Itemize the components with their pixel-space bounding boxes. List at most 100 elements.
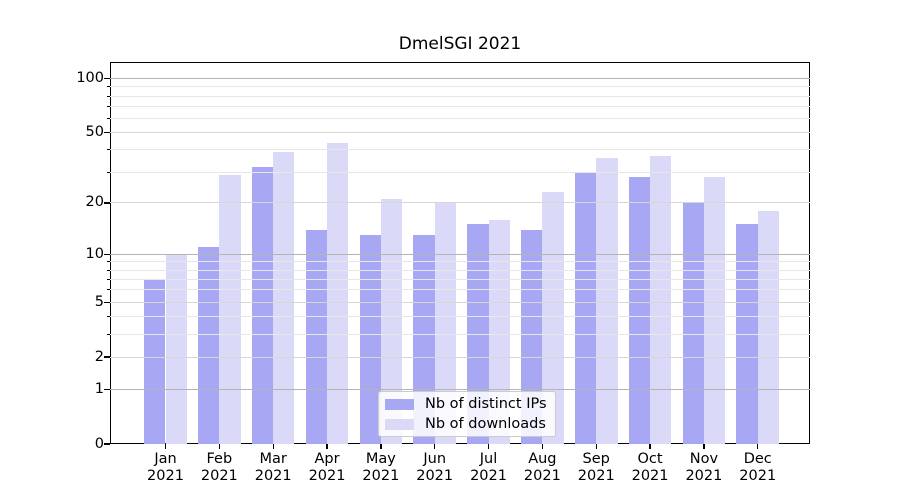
- bar-downloads-aug: [542, 192, 564, 444]
- x-tick-mark: [380, 444, 382, 449]
- gridline-major: [110, 253, 810, 255]
- y-tick-mark-minor: [106, 86, 110, 88]
- legend-label-downloads: Nb of downloads: [425, 416, 546, 432]
- bar-distinct-ips-sep: [574, 172, 597, 444]
- y-tick-mark-minor: [106, 289, 110, 291]
- y-tick-label: 20: [85, 194, 104, 211]
- y-tick-label: 5: [94, 293, 104, 310]
- x-tick-mark: [649, 444, 651, 449]
- y-tick-mark-minor: [106, 333, 110, 335]
- gridline-mid: [110, 301, 810, 303]
- y-tick-mark-minor: [106, 118, 110, 120]
- y-tick-label: 10: [85, 245, 104, 262]
- y-tick-mark: [104, 443, 110, 445]
- bar-downloads-oct: [650, 156, 672, 444]
- x-tick-mark: [541, 444, 544, 449]
- bar-distinct-ips-nov: [682, 202, 704, 444]
- bar-distinct-ips-jan: [144, 279, 166, 444]
- x-tick-label: Sep 2021: [577, 451, 615, 484]
- x-tick-label: Nov 2021: [685, 451, 723, 484]
- gridline-minor: [110, 95, 810, 97]
- gridline-minor: [110, 171, 810, 173]
- x-tick-mark: [434, 444, 436, 449]
- bar-downloads-jul: [488, 219, 510, 444]
- y-tick-mark: [104, 78, 110, 80]
- x-tick-label: Apr 2021: [308, 451, 346, 484]
- x-tick-mark: [703, 444, 705, 449]
- bar-downloads-sep: [596, 158, 618, 444]
- bar-downloads-apr: [327, 142, 349, 444]
- y-tick-label: 2: [94, 348, 104, 365]
- legend-swatch-distinct-ips: [385, 398, 414, 410]
- y-tick-mark-minor: [106, 106, 110, 107]
- legend-label-distinct-ips: Nb of distinct IPs: [425, 396, 547, 412]
- gridline-minor: [110, 118, 810, 120]
- gridline-minor: [110, 316, 810, 318]
- gridline-major: [110, 388, 810, 390]
- y-tick-mark-minor: [106, 269, 110, 271]
- bar-downloads-may: [380, 199, 403, 444]
- chart-title: DmelSGI 2021: [398, 34, 522, 54]
- gridline-mid: [110, 356, 810, 358]
- x-tick-label: Jan 2021: [147, 451, 184, 484]
- bar-distinct-ips-may: [359, 235, 381, 444]
- gridline-mid: [110, 132, 810, 134]
- x-tick-label: Jun 2021: [416, 451, 454, 484]
- bar-downloads-jun: [434, 202, 456, 444]
- gridline-minor: [110, 86, 810, 88]
- x-tick-label: Dec 2021: [739, 451, 777, 484]
- y-tick-label: 100: [76, 70, 104, 87]
- gridline-minor: [110, 106, 810, 107]
- gridline-minor: [110, 269, 810, 271]
- y-tick-mark-minor: [106, 278, 110, 280]
- x-tick-label: Oct 2021: [631, 451, 669, 484]
- gridline-mid: [110, 202, 810, 204]
- bar-downloads-mar: [273, 151, 295, 444]
- gridline-minor: [110, 278, 810, 280]
- x-tick-label: May 2021: [362, 451, 400, 484]
- y-tick-mark-minor: [106, 261, 110, 263]
- x-tick-mark: [757, 444, 759, 449]
- x-tick-mark: [326, 444, 328, 449]
- legend-swatch-downloads: [385, 418, 414, 430]
- bar-downloads-feb: [219, 174, 241, 444]
- x-tick-mark: [218, 444, 221, 449]
- x-tick-mark: [595, 444, 597, 449]
- x-tick-label: Aug 2021: [523, 451, 561, 484]
- x-tick-mark: [487, 444, 490, 449]
- y-tick-mark: [104, 132, 110, 134]
- y-tick-mark: [104, 388, 110, 390]
- gridline-minor: [110, 333, 810, 335]
- bar-downloads-nov: [703, 177, 726, 444]
- legend: Nb of distinct IPs Nb of downloads: [378, 391, 556, 437]
- y-tick-mark: [104, 301, 110, 303]
- x-tick-label: Mar 2021: [254, 451, 292, 484]
- y-tick-mark-minor: [106, 316, 110, 318]
- y-tick-label: 50: [85, 124, 104, 141]
- gridline-minor: [110, 261, 810, 263]
- bar-distinct-ips-feb: [198, 247, 220, 444]
- x-tick-mark: [164, 444, 167, 449]
- y-tick-label: 0: [94, 435, 104, 452]
- y-tick-mark: [104, 356, 110, 358]
- y-tick-mark: [104, 202, 110, 204]
- y-tick-mark-minor: [106, 95, 110, 97]
- x-tick-label: Jul 2021: [470, 451, 507, 484]
- y-tick-mark-minor: [106, 171, 110, 173]
- x-tick-mark: [272, 444, 274, 449]
- plot-area: [110, 62, 810, 444]
- gridline-minor: [110, 149, 810, 151]
- bar-distinct-ips-mar: [251, 167, 274, 444]
- bar-downloads-dec: [757, 210, 780, 444]
- bar-downloads-jan: [165, 254, 187, 444]
- y-tick-mark: [104, 253, 110, 255]
- legend-item-downloads: Nb of downloads: [385, 416, 549, 432]
- bar-distinct-ips-aug: [521, 229, 543, 444]
- legend-item-distinct-ips: Nb of distinct IPs: [385, 396, 549, 412]
- bar-distinct-ips-apr: [305, 229, 328, 444]
- y-tick-mark-minor: [106, 149, 110, 151]
- y-tick-label: 1: [94, 380, 104, 397]
- bar-distinct-ips-oct: [628, 177, 651, 444]
- gridline-major: [110, 78, 810, 80]
